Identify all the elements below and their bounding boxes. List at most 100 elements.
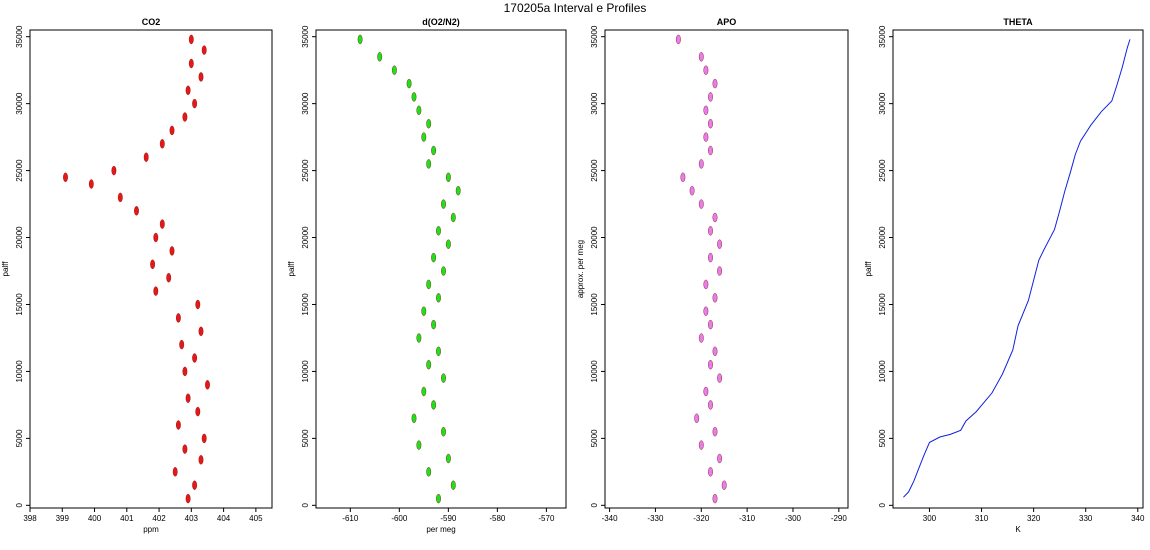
x-axis-label: ppm bbox=[143, 525, 159, 534]
panel-title: THETA bbox=[1003, 17, 1033, 27]
x-tick-label: -290 bbox=[831, 514, 848, 523]
data-point bbox=[703, 279, 709, 290]
data-point bbox=[698, 440, 704, 450]
data-point bbox=[431, 319, 436, 330]
y-tick-label: 20000 bbox=[878, 226, 887, 249]
y-tick-label: 5000 bbox=[590, 429, 599, 447]
y-tick-label: 0 bbox=[301, 503, 310, 508]
data-point bbox=[431, 400, 436, 410]
data-point bbox=[455, 185, 461, 196]
data-layer bbox=[63, 34, 210, 504]
data-point bbox=[185, 493, 191, 504]
data-point bbox=[698, 159, 704, 169]
y-tick-label: 5000 bbox=[15, 429, 24, 447]
y-axis-label: palff bbox=[287, 261, 296, 277]
y-tick-label: 35000 bbox=[590, 25, 599, 48]
x-axis-label: K bbox=[1015, 525, 1021, 534]
data-point bbox=[117, 192, 123, 203]
data-point bbox=[708, 360, 713, 370]
x-tick-label: -590 bbox=[440, 514, 457, 523]
data-point bbox=[712, 78, 718, 89]
data-point bbox=[153, 286, 159, 296]
data-point bbox=[377, 52, 383, 62]
y-tick-label: 20000 bbox=[301, 226, 310, 249]
x-tick-label: -300 bbox=[785, 514, 802, 523]
figure-title: 170205a Interval e Profiles bbox=[504, 1, 647, 15]
data-point bbox=[201, 433, 207, 444]
data-point bbox=[185, 393, 191, 403]
y-tick-label: 30000 bbox=[878, 92, 887, 115]
y-tick-label: 15000 bbox=[301, 293, 310, 316]
data-point bbox=[708, 145, 713, 156]
x-axis-label: per meg bbox=[426, 525, 455, 534]
data-point bbox=[712, 427, 718, 437]
data-point bbox=[708, 400, 713, 410]
data-point bbox=[411, 92, 417, 102]
data-point bbox=[426, 360, 432, 370]
y-tick-label: 0 bbox=[15, 503, 24, 508]
y-tick-label: 5000 bbox=[301, 429, 310, 447]
data-point bbox=[450, 212, 456, 223]
data-point bbox=[426, 467, 432, 477]
x-tick-label: -330 bbox=[647, 514, 664, 523]
y-tick-label: 25000 bbox=[878, 159, 887, 182]
y-tick-label: 25000 bbox=[590, 159, 599, 182]
data-point bbox=[416, 105, 422, 116]
plot-frame bbox=[892, 29, 1144, 509]
data-point bbox=[708, 226, 713, 236]
y-tick-label: 0 bbox=[878, 503, 887, 508]
data-point bbox=[712, 346, 718, 356]
x-tick-label: 320 bbox=[1027, 514, 1041, 523]
panel-2: d(O2/N2) -610 -600 -590 -580 -570 0 5000 10000 15… bbox=[287, 17, 567, 534]
data-point bbox=[111, 165, 117, 176]
data-point bbox=[426, 279, 432, 290]
data-point bbox=[159, 139, 165, 149]
data-point bbox=[198, 72, 204, 82]
data-point bbox=[172, 467, 178, 477]
data-point bbox=[431, 145, 436, 156]
x-tick-label: -600 bbox=[391, 514, 408, 523]
y-tick-label: 15000 bbox=[15, 293, 24, 316]
data-point bbox=[698, 333, 704, 343]
y-tick-label: 10000 bbox=[878, 360, 887, 383]
data-point bbox=[450, 480, 456, 490]
data-point bbox=[416, 333, 422, 343]
data-point bbox=[708, 319, 713, 330]
data-point bbox=[721, 480, 727, 490]
data-point bbox=[703, 132, 709, 142]
y-tick-label: 20000 bbox=[590, 226, 599, 249]
data-point bbox=[717, 266, 722, 276]
x-tick-label: -580 bbox=[489, 514, 506, 523]
data-point bbox=[441, 266, 446, 276]
data-point bbox=[426, 118, 432, 129]
data-point bbox=[698, 199, 704, 209]
y-tick-label: 30000 bbox=[590, 92, 599, 115]
data-point bbox=[169, 246, 175, 256]
plot-frame bbox=[604, 29, 849, 509]
panel-title: d(O2/N2) bbox=[422, 17, 460, 27]
data-point bbox=[712, 293, 718, 303]
x-tick-label: -610 bbox=[342, 514, 359, 523]
data-point bbox=[708, 252, 713, 263]
data-point bbox=[357, 34, 363, 45]
y-tick-label: 35000 bbox=[878, 25, 887, 48]
data-point bbox=[198, 326, 204, 336]
data-point bbox=[708, 467, 713, 477]
panel-title: CO2 bbox=[142, 17, 161, 27]
data-point bbox=[150, 259, 156, 269]
y-tick-label: 5000 bbox=[878, 429, 887, 447]
data-point bbox=[436, 346, 441, 356]
x-tick-label: 400 bbox=[88, 514, 102, 523]
data-point bbox=[712, 493, 718, 504]
data-point bbox=[179, 339, 185, 350]
x-tick-label: 300 bbox=[923, 514, 937, 523]
y-tick-label: 0 bbox=[590, 503, 599, 508]
data-point bbox=[694, 413, 700, 423]
data-point bbox=[192, 353, 198, 363]
panel-4: THETA 300 310 320 330 340 0 5000 10000 15000 20000… bbox=[864, 17, 1145, 534]
y-tick-label: 10000 bbox=[15, 360, 24, 383]
data-point bbox=[188, 58, 194, 69]
x-tick-label: 401 bbox=[120, 514, 134, 523]
x-tick-label: 402 bbox=[152, 514, 166, 523]
